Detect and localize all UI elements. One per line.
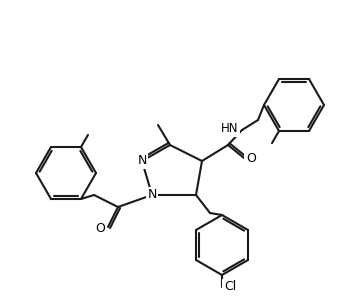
Text: O: O (95, 222, 105, 235)
Text: O: O (246, 152, 256, 165)
Text: N: N (137, 155, 147, 168)
Text: HN: HN (220, 122, 238, 135)
Text: N: N (147, 188, 157, 201)
Text: Cl: Cl (224, 281, 236, 294)
